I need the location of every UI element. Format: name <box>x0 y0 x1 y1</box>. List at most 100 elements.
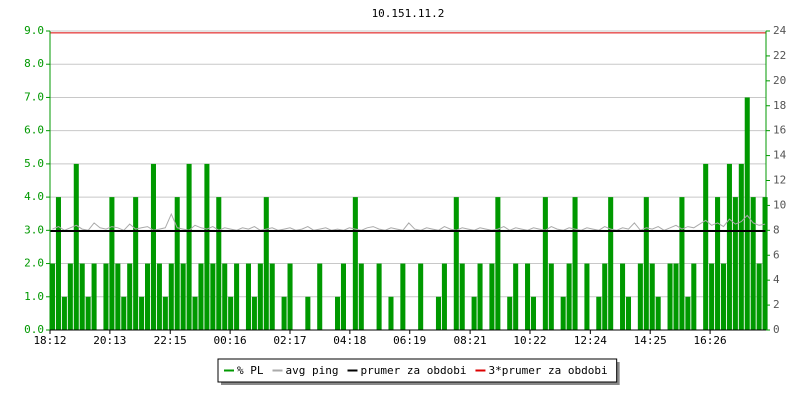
legend-label: % PL <box>237 364 264 377</box>
x-tick-label: 00:16 <box>214 334 247 347</box>
y2-tick-label: 14 <box>773 149 787 162</box>
pl-bar <box>732 197 738 330</box>
pl-bar <box>691 263 697 330</box>
pl-bar <box>596 296 602 330</box>
y2-tick-label: 8 <box>773 223 780 236</box>
x-tick-label: 14:25 <box>634 334 667 347</box>
pl-bar <box>709 263 715 330</box>
pl-bar <box>50 263 56 330</box>
pl-bar <box>55 197 61 330</box>
pl-bar <box>67 263 73 330</box>
x-tick-label: 10:22 <box>513 334 546 347</box>
pl-bar <box>608 197 614 330</box>
pl-bar <box>150 163 156 330</box>
pl-bar <box>251 296 257 330</box>
pl-bar <box>317 263 323 330</box>
y-tick-label: 3.0 <box>24 223 44 236</box>
y2-tick-label: 0 <box>773 323 780 336</box>
x-tick-label: 20:13 <box>93 334 126 347</box>
pl-bar <box>287 263 293 330</box>
pl-bar <box>269 263 275 330</box>
x-tick-label: 18:12 <box>33 334 66 347</box>
pl-bar <box>738 163 744 330</box>
y2-tick-label: 22 <box>773 49 786 62</box>
pl-bar <box>625 296 632 330</box>
pl-bar <box>127 263 133 330</box>
pl-bar <box>156 263 162 330</box>
y-tick-label: 5.0 <box>24 157 44 170</box>
pl-bar <box>133 197 139 330</box>
pl-bar <box>602 263 608 330</box>
pl-bar <box>139 296 145 330</box>
pl-bar <box>560 296 566 330</box>
pl-bar <box>222 263 228 330</box>
pl-bar <box>679 197 685 330</box>
y-tick-label: 9.0 <box>24 24 44 37</box>
pl-bar <box>180 263 186 330</box>
pl-bar <box>103 263 109 330</box>
y2-tick-label: 10 <box>773 198 786 211</box>
y2-tick-label: 4 <box>773 273 780 286</box>
pl-bar <box>376 263 382 330</box>
pl-bar <box>145 263 151 330</box>
pl-bar <box>245 263 251 330</box>
pl-bar <box>121 296 127 330</box>
pl-bar <box>263 197 269 330</box>
pl-bar <box>85 296 91 330</box>
pl-bar <box>548 263 554 330</box>
y2-tick-label: 18 <box>773 99 786 112</box>
pl-bar <box>115 263 121 330</box>
pl-bar <box>400 263 406 330</box>
pl-bar <box>91 263 97 330</box>
pl-bar <box>204 163 210 330</box>
pl-bar <box>489 263 495 330</box>
pl-bar <box>340 263 346 330</box>
y-tick-label: 0.0 <box>24 323 44 336</box>
pl-bar <box>620 263 626 330</box>
legend-box <box>217 358 618 383</box>
x-tick-label: 04:18 <box>333 334 366 347</box>
pl-bar <box>584 263 590 330</box>
pl-bar <box>192 296 198 330</box>
pl-bar <box>525 263 531 330</box>
x-tick-label: 22:15 <box>154 334 187 347</box>
pl-bar <box>281 296 287 330</box>
pl-bar <box>335 296 341 330</box>
pl-bar <box>649 263 655 330</box>
pl-bar <box>513 263 519 330</box>
legend: % PL avg ping prumer za obdobi 3*prumer za … <box>217 358 620 385</box>
y2-tick-label: 2 <box>773 298 780 311</box>
y-tick-label: 2.0 <box>24 257 44 270</box>
y-tick-label: 1.0 <box>24 290 44 303</box>
pl-bar <box>388 296 394 330</box>
pl-bar <box>418 263 424 330</box>
pl-bar <box>762 197 768 330</box>
pl-bar <box>210 263 216 330</box>
pl-bar <box>435 296 442 330</box>
pl-bar <box>352 197 358 330</box>
pl-bar <box>358 263 364 330</box>
pl-bar <box>637 263 643 330</box>
x-tick-label: 06:19 <box>393 334 426 347</box>
x-tick-label: 16:26 <box>694 334 727 347</box>
x-tick-label: 12:24 <box>574 334 607 347</box>
pl-bar <box>750 197 756 330</box>
pl-bar <box>459 263 465 330</box>
pl-bar <box>720 263 727 330</box>
pl-bar <box>198 263 204 330</box>
pl-bar <box>685 296 691 330</box>
pl-bar <box>168 263 174 330</box>
y-tick-label: 7.0 <box>24 90 44 103</box>
x-tick-label: 08:21 <box>454 334 487 347</box>
pl-bar <box>79 263 85 330</box>
pl-bar <box>234 263 240 330</box>
y2-tick-label: 20 <box>773 74 786 87</box>
pl-bar <box>216 197 222 330</box>
pl-bar <box>756 263 762 330</box>
pl-bar <box>453 197 459 330</box>
pl-bar <box>673 263 679 330</box>
pl-bar <box>441 263 447 330</box>
x-tick-label: 02:17 <box>273 334 306 347</box>
